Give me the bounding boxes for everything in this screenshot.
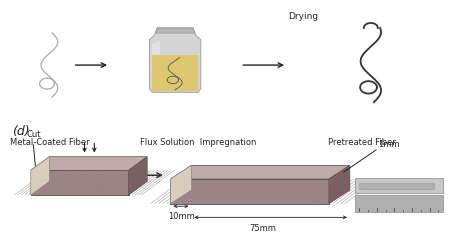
Text: (d): (d) [12,125,30,138]
Polygon shape [31,157,49,195]
Polygon shape [171,179,329,204]
Polygon shape [152,55,198,91]
Polygon shape [128,157,147,195]
Polygon shape [171,165,350,179]
Text: Pretreated Fiber: Pretreated Fiber [328,138,395,147]
Polygon shape [171,165,191,204]
Polygon shape [31,157,147,170]
Text: 1mm: 1mm [379,140,400,149]
Polygon shape [329,165,350,204]
Text: Flux Solution  Impregnation: Flux Solution Impregnation [140,138,256,147]
Text: Cut: Cut [26,130,41,139]
Text: 75mm: 75mm [249,224,276,233]
Polygon shape [31,170,128,195]
Text: Metal-Coated Fiber: Metal-Coated Fiber [9,138,89,147]
Polygon shape [152,41,160,90]
Polygon shape [155,28,195,33]
Polygon shape [31,170,128,195]
Polygon shape [149,28,201,92]
Polygon shape [171,179,329,204]
Text: Drying: Drying [288,11,319,20]
Polygon shape [355,178,443,192]
Text: 10mm: 10mm [168,212,194,221]
Polygon shape [355,195,443,212]
